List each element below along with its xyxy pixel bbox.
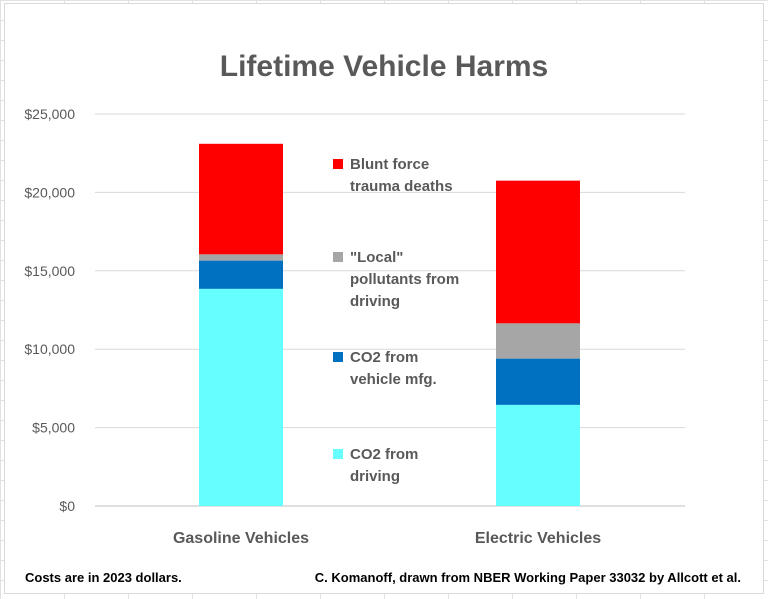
y-tick-label: $0 (59, 498, 75, 514)
footnote-source-credit: C. Komanoff, drawn from NBER Working Pap… (314, 570, 741, 585)
legend-swatch (333, 159, 343, 169)
y-tick-label: $20,000 (24, 184, 75, 200)
legend-label: "Local" (350, 249, 403, 266)
legend-swatch (333, 352, 343, 362)
legend-label: driving (350, 468, 400, 485)
legend-label: CO2 from (350, 349, 418, 366)
x-category-label: Electric Vehicles (475, 530, 601, 547)
legend-label: driving (350, 293, 400, 310)
legend-label: pollutants from (350, 271, 459, 288)
chart-area[interactable]: Lifetime Vehicle Harms $0 $5,000 $10,000 $15… (4, 3, 764, 594)
bar-segment (496, 323, 580, 359)
legend-label: CO2 from (350, 446, 418, 463)
bar-segment (496, 404, 580, 506)
legend-swatch (333, 449, 343, 459)
bar-segment (496, 180, 580, 324)
legend-label: vehicle mfg. (350, 371, 437, 388)
y-tick-label: $15,000 (24, 263, 75, 279)
y-tick-label: $25,000 (24, 106, 75, 122)
legend-label: Blunt force (350, 156, 429, 173)
y-tick-label: $10,000 (24, 341, 75, 357)
stacked-bar-chart: Lifetime Vehicle Harms $0 $5,000 $10,000 $15… (24, 50, 685, 547)
bar-segment (496, 358, 580, 405)
footnote-currency-year: Costs are in 2023 dollars. (25, 570, 182, 585)
bar-segment (199, 143, 283, 255)
legend-label: trauma deaths (350, 178, 453, 195)
y-tick-label: $5,000 (32, 420, 75, 436)
legend-swatch (333, 252, 343, 262)
chart-title: Lifetime Vehicle Harms (220, 50, 548, 83)
bar-segment (199, 254, 283, 261)
bar-segment (199, 288, 283, 506)
x-category-label: Gasoline Vehicles (173, 530, 309, 547)
bar-segment (199, 260, 283, 289)
